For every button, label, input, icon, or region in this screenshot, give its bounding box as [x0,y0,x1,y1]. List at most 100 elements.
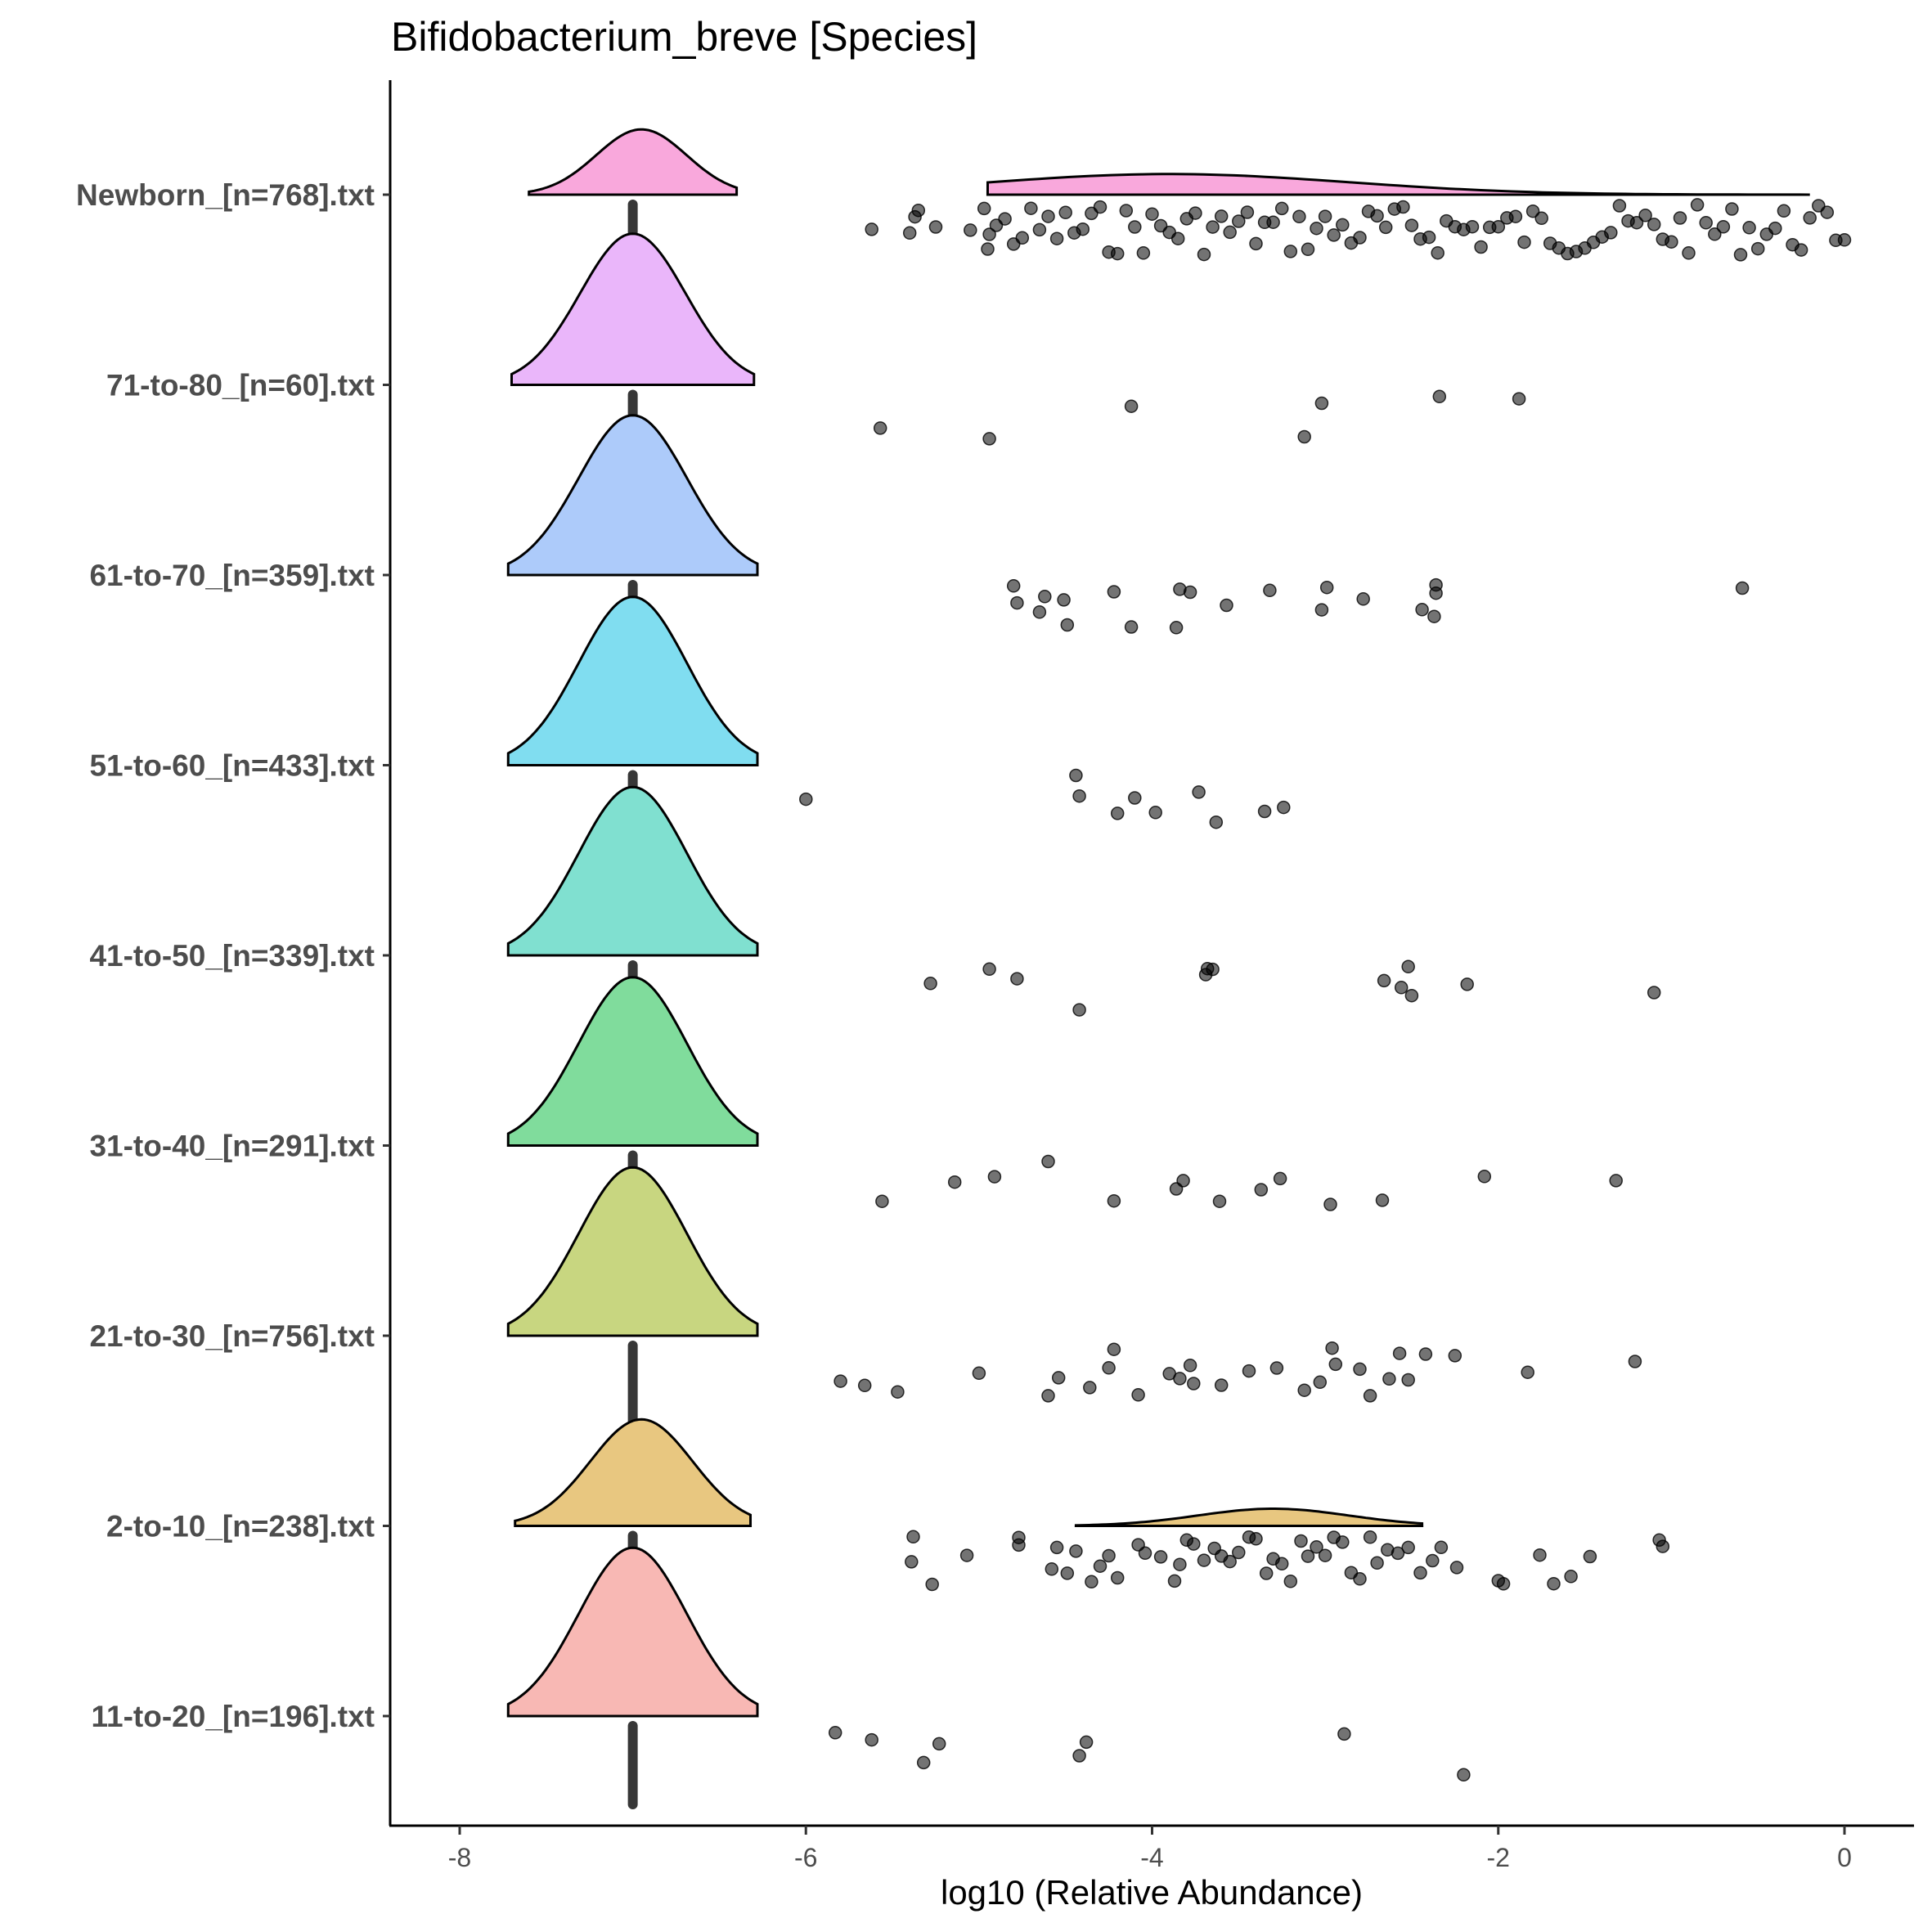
point-2-to-10-n-238-txt-10 [1085,1575,1099,1589]
point-61-to-70-n-359-txt-3 [1169,621,1184,635]
point-2-to-10-n-238-txt-34 [1310,1540,1323,1554]
chart-title: Bifidobacterium_breve [Species] [391,14,977,60]
point-21-to-30-n-756-txt-25 [1401,1373,1415,1387]
point-newborn-n-768-txt-30 [1170,231,1185,245]
point-71-to-80-n-60-txt-0 [873,421,887,435]
point-newborn-n-768-txt-35 [1214,209,1229,223]
point-2-to-10-n-238-txt-35 [1318,1548,1332,1562]
point-newborn-n-768-txt-32 [1188,206,1202,220]
y-label-2-to-10-n-238-txt: 2-to-10_[n=238].txt [106,1510,375,1543]
point-11-to-20-n-196-txt-4 [865,1732,878,1747]
point-41-to-50-n-339-txt-1 [923,977,937,991]
point-2-to-10-n-238-txt-8 [1060,1566,1075,1580]
point-51-to-60-n-433-txt-1 [1072,789,1086,803]
point-21-to-30-n-756-txt-27 [1448,1349,1462,1363]
point-31-to-40-n-291-txt-4 [1107,1193,1121,1208]
point-11-to-20-n-196-txt-3 [1457,1768,1471,1782]
point-newborn-n-768-txt-93 [1716,220,1731,234]
point-31-to-40-n-291-txt-0 [875,1194,889,1208]
point-newborn-n-768-txt-97 [1750,241,1765,256]
point-51-to-60-n-433-txt-3 [1110,806,1125,820]
point-newborn-n-768-txt-24 [1119,204,1134,218]
point-71-to-80-n-60-txt-3 [1297,429,1311,444]
point-2-to-10-n-238-txt-33 [1301,1549,1315,1563]
y-axis-labels: Newborn_[n=768].txt 71-to-80_[n=60].txt 61… [76,178,390,1733]
y-label-newborn-n-768-txt: Newborn_[n=768].txt [76,178,375,212]
point-newborn-n-768-txt-27 [1145,207,1159,221]
point-newborn-n-768-txt-36 [1223,225,1237,240]
y-label-61-to-70-n-359-txt: 61-to-70_[n=359].txt [89,559,375,592]
point-41-to-50-n-339-txt-10 [1394,981,1409,995]
point-21-to-30-n-756-txt-18 [1313,1375,1328,1390]
density-21-to-30-n-756-txt-0 [506,1166,759,1337]
point-21-to-30-n-756-txt-29 [1628,1355,1642,1368]
point-newborn-n-768-txt-107 [1837,233,1852,247]
point-newborn-n-768-txt-48 [1327,228,1341,242]
point-21-to-30-n-756-txt-20 [1328,1357,1343,1372]
point-newborn-n-768-txt-102 [1794,243,1808,257]
point-51-to-60-n-433-txt-4 [1128,791,1142,805]
point-newborn-n-768-txt-65 [1474,240,1488,254]
point-61-to-70-n-359-txt-10 [1010,595,1024,610]
point-2-to-10-n-238-txt-31 [1283,1575,1298,1588]
point-newborn-n-768-txt-4 [928,220,943,234]
point-newborn-n-768-txt-60 [1431,245,1445,260]
point-21-to-30-n-756-txt-28 [1521,1365,1534,1379]
point-61-to-70-n-359-txt-18 [1173,582,1187,596]
point-61-to-70-n-359-txt-12 [1057,593,1071,607]
point-newborn-n-768-txt-105 [1820,205,1835,219]
point-71-to-80-n-60-txt-1 [982,432,996,446]
point-2-to-10-n-238-txt-41 [1370,1556,1384,1570]
point-2-to-10-n-238-txt-37 [1336,1535,1350,1549]
point-41-to-50-n-339-txt-2 [982,962,996,977]
x-tick-label-1: -6 [794,1843,817,1872]
point-41-to-50-n-339-txt-11 [1460,977,1474,991]
point-41-to-50-n-339-txt-12 [1647,986,1661,1000]
point-21-to-30-n-756-txt-14 [1214,1378,1229,1392]
point-newborn-n-768-txt-23 [1110,246,1125,261]
point-newborn-n-768-txt-16 [1049,231,1064,245]
point-21-to-30-n-756-txt-15 [1242,1364,1256,1378]
point-11-to-20-n-196-txt-7 [1337,1727,1351,1741]
point-newborn-n-768-txt-33 [1197,247,1211,262]
point-newborn-n-768-txt-49 [1336,218,1350,232]
density-51-to-60-n-433-txt-0 [506,595,759,766]
point-61-to-70-n-359-txt-7 [1356,592,1370,606]
point-31-to-40-n-291-txt-8 [1254,1183,1269,1197]
point-21-to-30-n-756-txt-9 [1131,1388,1145,1402]
point-61-to-70-n-359-txt-1 [1032,605,1047,619]
point-71-to-80-n-60-txt-4 [1314,396,1329,411]
point-newborn-n-768-txt-96 [1742,221,1756,235]
point-2-to-10-n-238-txt-30 [1274,1557,1289,1571]
point-21-to-30-n-756-txt-19 [1325,1341,1339,1355]
point-2-to-10-n-238-txt-27 [1249,1532,1263,1546]
point-2-to-10-n-238-txt-16 [1153,1550,1168,1564]
point-newborn-n-768-txt-47 [1318,209,1332,223]
point-newborn-n-768-txt-94 [1725,202,1739,216]
point-2-to-10-n-238-txt-1 [925,1577,939,1592]
point-newborn-n-768-txt-15 [1041,209,1055,223]
point-2-to-10-n-238-txt-39 [1353,1572,1367,1586]
point-2-to-10-n-238-txt-32 [1294,1534,1308,1548]
point-newborn-n-768-txt-83 [1629,215,1644,230]
point-newborn-n-768-txt-14 [1032,222,1047,237]
y-label-11-to-20-n-196-txt: 11-to-20_[n=196].txt [92,1700,375,1733]
point-21-to-30-n-756-txt-7 [1102,1361,1116,1375]
point-21-to-30-n-756-txt-6 [1083,1381,1097,1395]
point-2-to-10-n-238-txt-21 [1197,1553,1211,1567]
point-newborn-n-768-txt-13 [1024,201,1038,215]
point-newborn-n-768-txt-53 [1370,209,1384,223]
point-2-to-10-n-238-txt-43 [1391,1546,1405,1561]
point-51-to-60-n-433-txt-8 [1257,804,1272,819]
density-41-to-50-n-339-txt-0 [506,785,759,957]
point-31-to-40-n-291-txt-11 [1375,1193,1390,1207]
point-21-to-30-n-756-txt-23 [1382,1372,1396,1386]
point-newborn-n-768-txt-7 [981,242,995,256]
point-newborn-n-768-txt-41 [1266,215,1280,229]
plot-area [506,128,1852,1809]
point-11-to-20-n-196-txt-2 [1072,1749,1086,1763]
point-21-to-30-n-756-txt-0 [833,1374,847,1388]
point-61-to-70-n-359-txt-6 [1319,580,1334,595]
point-21-to-30-n-756-txt-5 [1051,1371,1066,1385]
point-newborn-n-768-txt-5 [964,223,977,237]
